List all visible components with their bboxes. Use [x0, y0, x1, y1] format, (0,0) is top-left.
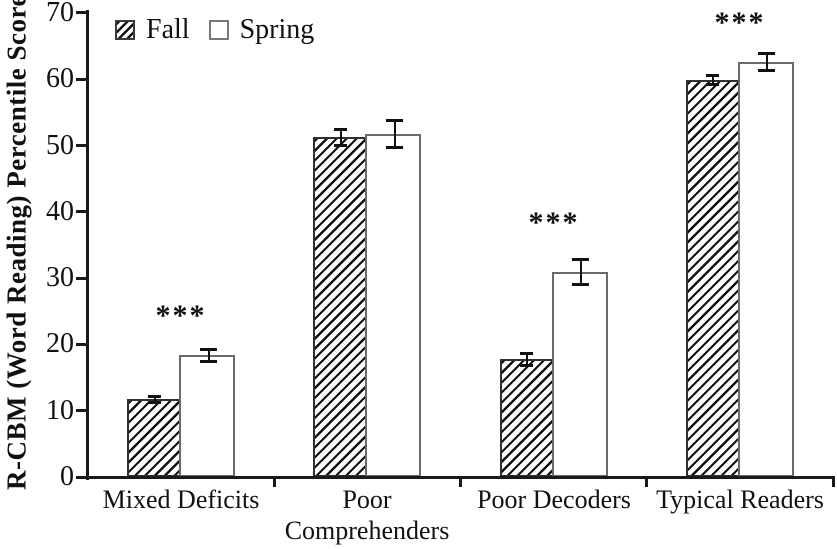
y-axis-tick-label: 70 [46, 0, 74, 28]
bar-spring-0 [179, 355, 235, 477]
error-bar-fall-2 [520, 352, 533, 367]
error-bar-spring-3 [758, 52, 775, 72]
y-axis-tick-label: 30 [46, 262, 74, 293]
legend: Fall Spring [115, 16, 322, 44]
significance-marker-0: *** [155, 299, 207, 332]
error-bar-part [393, 119, 396, 149]
error-bar-part [207, 348, 210, 363]
error-bar-spring-2 [572, 258, 589, 286]
error-bar-part [200, 348, 217, 351]
error-bar-fall-3 [706, 74, 719, 86]
error-bar-part [148, 395, 161, 398]
error-bar-part [334, 144, 347, 147]
error-bar-part [334, 128, 347, 131]
category-label-1: Poor Comprehenders [284, 485, 450, 545]
y-axis-tick [76, 277, 88, 280]
category-label-3: Typical Readers [656, 485, 824, 514]
error-bar-part [579, 258, 582, 286]
error-bar-part [572, 283, 589, 286]
y-axis-tick-label: 10 [46, 395, 74, 426]
bar-spring-3 [738, 62, 794, 477]
bar-fall-3 [686, 80, 740, 477]
y-axis-tick-label: 20 [46, 328, 74, 359]
legend-label-spring: Spring [239, 14, 315, 45]
error-bar-spring-1 [386, 119, 403, 149]
x-axis-tick [645, 477, 648, 487]
error-bar-part [200, 360, 217, 363]
error-bar-part [525, 352, 528, 367]
x-axis-line [86, 476, 835, 479]
error-bar-part [758, 52, 775, 55]
error-bar-part [148, 401, 161, 404]
y-axis-line [86, 10, 89, 480]
error-bar-fall-0 [148, 395, 161, 404]
bar-fall-1 [313, 137, 367, 477]
error-bar-part [520, 352, 533, 355]
error-bar-part [520, 364, 533, 367]
category-label-2: Poor Decoders [477, 485, 631, 514]
bar-spring-1 [365, 134, 421, 477]
y-axis-tick [76, 409, 88, 412]
y-axis-tick-label: 60 [46, 63, 74, 94]
category-label-0: Mixed Deficits [102, 485, 260, 514]
y-axis-tick [76, 210, 88, 213]
legend-swatch-spring-icon [208, 20, 229, 40]
error-bar-fall-1 [334, 128, 347, 147]
y-axis-tick [76, 11, 88, 14]
error-bar-part [153, 395, 156, 404]
significance-marker-2: *** [528, 206, 580, 239]
bar-fall-2 [500, 359, 554, 477]
y-axis-tick-label: 40 [46, 196, 74, 227]
y-axis-tick-label: 50 [46, 130, 74, 161]
error-bar-part [386, 119, 403, 122]
x-axis-tick [832, 477, 835, 487]
legend-label-fall: Fall [146, 14, 190, 45]
error-bar-part [765, 52, 768, 72]
y-axis-tick [76, 476, 88, 479]
y-axis-tick [76, 343, 88, 346]
error-bar-part [758, 69, 775, 72]
error-bar-part [706, 83, 719, 86]
significance-marker-3: *** [714, 6, 766, 39]
error-bar-part [572, 258, 589, 261]
error-bar-spring-0 [200, 348, 217, 363]
x-axis-tick [273, 477, 276, 487]
y-axis-tick [76, 144, 88, 147]
y-axis-tick [76, 78, 88, 81]
x-axis-tick [459, 477, 462, 487]
error-bar-part [706, 74, 719, 77]
error-bar-part [339, 128, 342, 147]
error-bar-part [386, 146, 403, 149]
y-axis-tick-label: 0 [60, 461, 74, 492]
bar-fall-0 [127, 399, 181, 477]
error-bar-part [711, 74, 714, 86]
bar-spring-2 [552, 272, 608, 477]
legend-swatch-fall-icon [115, 20, 135, 40]
